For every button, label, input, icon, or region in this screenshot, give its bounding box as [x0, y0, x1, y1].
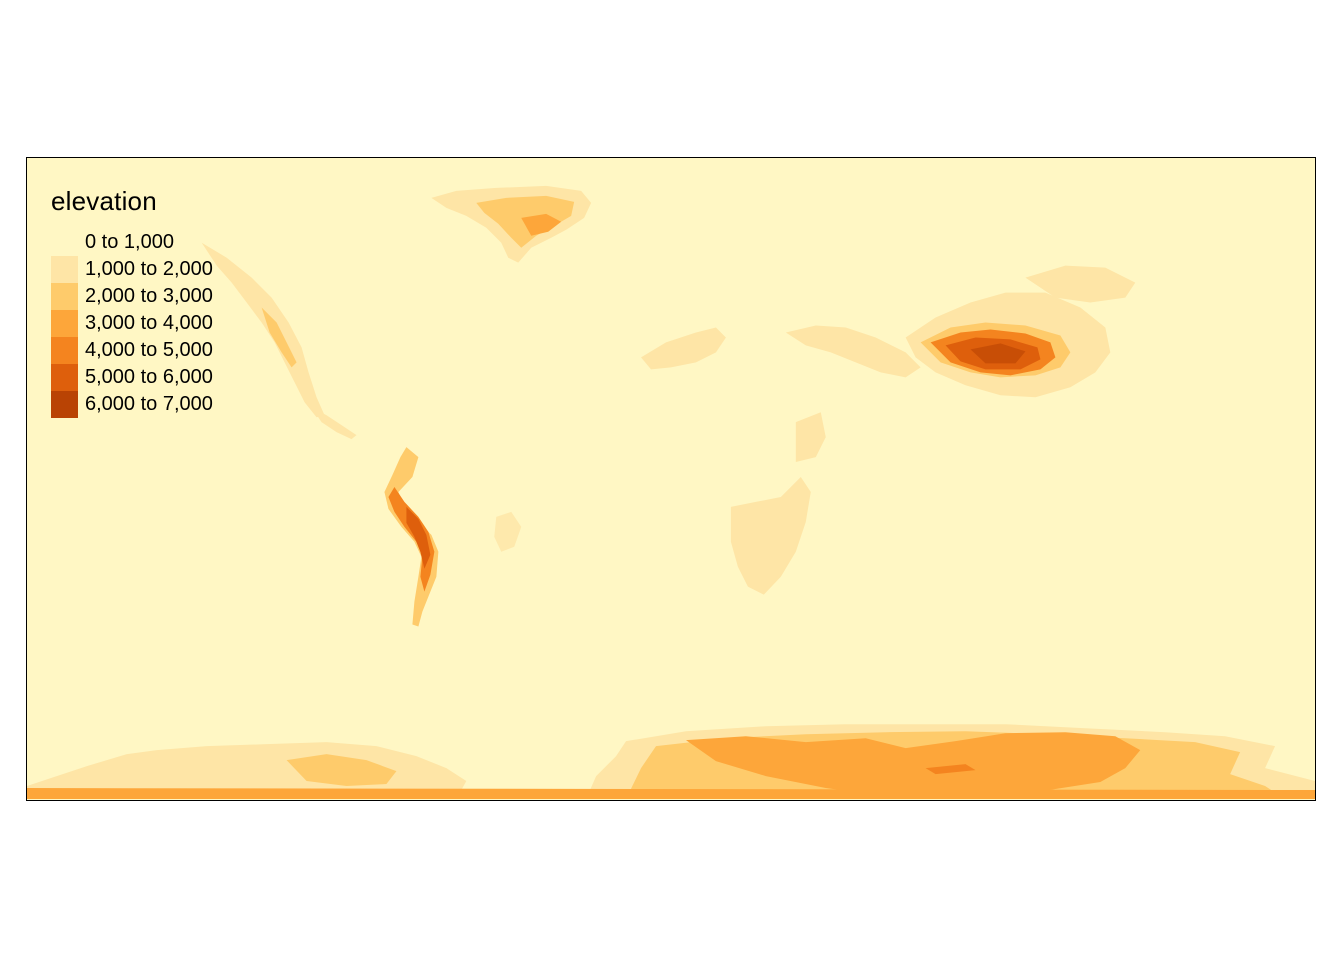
legend-item: 6,000 to 7,000: [51, 391, 213, 418]
legend-item: 1,000 to 2,000: [51, 256, 213, 283]
legend-item: 4,000 to 5,000: [51, 337, 213, 364]
legend-items: 0 to 1,000 1,000 to 2,000 2,000 to 3,000…: [51, 229, 213, 418]
map-frame: elevation 0 to 1,000 1,000 to 2,000 2,00…: [26, 157, 1316, 801]
east-africa-highlands: [795, 412, 826, 463]
legend-item: 5,000 to 6,000: [51, 364, 213, 391]
middle-east-highlands: [785, 325, 921, 378]
legend-label: 2,000 to 3,000: [85, 285, 213, 307]
antarctica-east-peak: [925, 764, 976, 775]
antarctica-edge: [27, 788, 1315, 800]
andes-high: [388, 486, 435, 592]
legend-item: 3,000 to 4,000: [51, 310, 213, 337]
southern-africa-plateau: [730, 477, 811, 595]
legend-label: 4,000 to 5,000: [85, 339, 213, 361]
elevation-map: [27, 185, 1315, 800]
mexico-highlands: [311, 407, 357, 440]
andes-region: [384, 447, 439, 627]
mongolia-highlands: [1025, 265, 1136, 303]
map-legend: elevation 0 to 1,000 1,000 to 2,000 2,00…: [51, 186, 213, 418]
andes-peaks: [406, 506, 431, 569]
brazil-highlands: [494, 511, 522, 552]
legend-label: 0 to 1,000: [85, 231, 174, 253]
legend-swatch: [51, 337, 78, 364]
north-america-high: [261, 307, 297, 368]
legend-swatch: [51, 310, 78, 337]
legend-swatch: [51, 283, 78, 310]
antarctica-east-plateau: [685, 732, 1141, 799]
legend-swatch: [51, 229, 78, 256]
legend-item: 2,000 to 3,000: [51, 283, 213, 310]
greenland-peak: [521, 213, 562, 236]
north-america-rockies: [201, 242, 325, 418]
legend-label: 3,000 to 4,000: [85, 312, 213, 334]
legend-swatch: [51, 364, 78, 391]
legend-title: elevation: [51, 186, 157, 216]
legend-label: 5,000 to 6,000: [85, 366, 213, 388]
europe-mountains: [641, 327, 726, 370]
antarctica-west-high: [286, 754, 397, 787]
legend-item: 0 to 1,000: [51, 229, 213, 256]
legend-swatch: [51, 256, 78, 283]
legend-label: 6,000 to 7,000: [85, 393, 213, 415]
legend-label: 1,000 to 2,000: [85, 258, 213, 280]
tibetan-plateau-peaks: [970, 343, 1026, 364]
legend-swatch: [51, 391, 78, 418]
